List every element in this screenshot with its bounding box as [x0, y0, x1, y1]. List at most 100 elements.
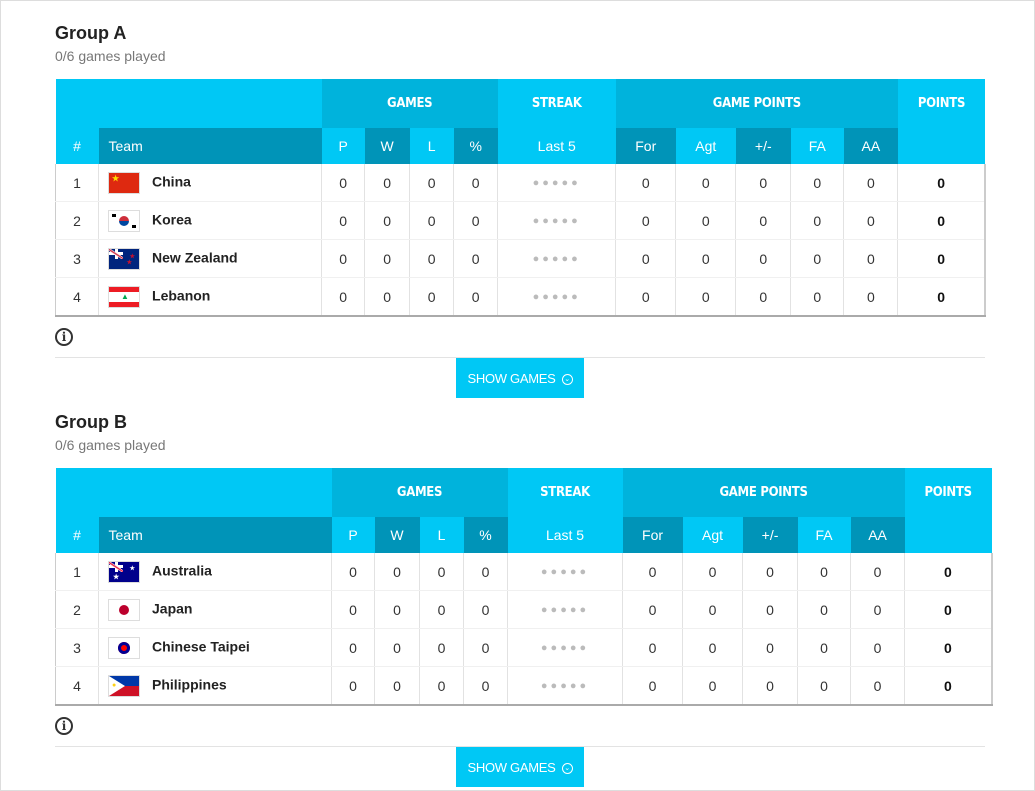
- cell-for: 0: [622, 666, 684, 706]
- cell-pct: 0: [463, 590, 509, 629]
- cell-fa: 0: [797, 590, 852, 629]
- cell-team[interactable]: ★ ★ New Zealand: [98, 239, 323, 278]
- col-won[interactable]: W: [364, 128, 410, 164]
- header-game-points: GAME POINTS: [622, 468, 905, 517]
- header-points[interactable]: POINTS: [904, 468, 992, 517]
- cell-lost: 0: [419, 590, 464, 629]
- cell-team[interactable]: Korea: [98, 201, 323, 240]
- col-pct[interactable]: %: [463, 517, 508, 553]
- cell-rank: 2: [55, 590, 99, 629]
- col-aa[interactable]: AA: [843, 128, 898, 164]
- chevron-down-circle-icon: ⌄: [561, 762, 573, 774]
- team-name[interactable]: Chinese Taipei: [152, 638, 250, 655]
- col-last5: Last 5: [507, 517, 623, 553]
- cell-points: 0: [904, 590, 993, 629]
- cell-rank: 3: [55, 628, 99, 667]
- col-lost[interactable]: L: [409, 128, 454, 164]
- cell-won: 0: [374, 590, 420, 629]
- table-row[interactable]: 3 ★ ★ New Zealand 0 0 0 0 ●●●●● 0 0 0 0 0 0: [54, 239, 987, 278]
- table-row[interactable]: 4 ● Philippines 0 0 0 0 ●●●●● 0 0 0 0 0 0: [55, 666, 993, 706]
- team-name[interactable]: New Zealand: [152, 249, 238, 266]
- cell-team[interactable]: Chinese Taipei: [98, 628, 332, 667]
- cell-fa: 0: [790, 239, 845, 278]
- col-fa[interactable]: FA: [790, 128, 844, 164]
- col-won[interactable]: W: [374, 517, 420, 553]
- col-lost[interactable]: L: [419, 517, 464, 553]
- cell-lost: 0: [409, 164, 455, 202]
- cell-fa: 0: [790, 201, 845, 240]
- cell-lost: 0: [419, 666, 464, 706]
- cell-points: 0: [904, 553, 993, 591]
- col-diff[interactable]: +/-: [735, 128, 791, 164]
- col-pct[interactable]: %: [453, 128, 498, 164]
- header-games: GAMES: [331, 468, 508, 517]
- cell-for: 0: [615, 239, 677, 278]
- cell-lost: 0: [419, 553, 464, 591]
- cell-streak: ●●●●●: [507, 628, 624, 667]
- cell-streak: ●●●●●: [507, 590, 624, 629]
- group-title: Group A: [55, 23, 127, 43]
- cell-fa: 0: [797, 628, 852, 667]
- team-name[interactable]: Australia: [152, 562, 212, 579]
- col-agt[interactable]: Agt: [675, 128, 736, 164]
- table-row[interactable]: 2 Japan 0 0 0 0 ●●●●● 0 0 0 0 0 0: [55, 590, 993, 629]
- cell-pct: 0: [463, 628, 509, 667]
- cell-points: 0: [904, 628, 993, 667]
- col-for[interactable]: For: [615, 128, 676, 164]
- info-icon[interactable]: i: [55, 328, 73, 346]
- col-agt[interactable]: Agt: [682, 517, 743, 553]
- table-row[interactable]: 4 ▲ Lebanon 0 0 0 0 ●●●●● 0 0 0 0 0 0: [54, 277, 987, 317]
- cell-team[interactable]: ★ China: [98, 164, 323, 202]
- cell-lost: 0: [409, 239, 455, 278]
- cell-fa: 0: [797, 553, 852, 591]
- cell-aa: 0: [850, 553, 906, 591]
- cell-pct: 0: [453, 277, 499, 317]
- cell-rank: 1: [55, 553, 99, 591]
- cell-team[interactable]: ★ ★ Australia: [98, 553, 332, 591]
- cell-diff: 0: [742, 666, 799, 706]
- cell-streak: ●●●●●: [497, 239, 617, 278]
- show-games-button[interactable]: SHOW GAMES ⌄: [456, 358, 584, 398]
- header-points[interactable]: POINTS: [897, 79, 985, 128]
- table-row[interactable]: 1 ★ ★ Australia 0 0 0 0 ●●●●● 0 0 0 0 0 0: [55, 553, 993, 591]
- cell-points: 0: [897, 277, 987, 317]
- col-played[interactable]: P: [331, 517, 375, 553]
- col-diff[interactable]: +/-: [742, 517, 798, 553]
- cell-team[interactable]: Japan: [98, 590, 332, 629]
- col-last5: Last 5: [497, 128, 616, 164]
- col-fa[interactable]: FA: [797, 517, 851, 553]
- cell-fa: 0: [790, 277, 845, 317]
- col-aa[interactable]: AA: [850, 517, 905, 553]
- col-rank: #: [55, 517, 99, 553]
- divider: [55, 357, 985, 358]
- cell-won: 0: [364, 201, 411, 240]
- show-games-button[interactable]: SHOW GAMES ⌄: [456, 747, 584, 787]
- cell-against: 0: [675, 277, 737, 317]
- col-team: Team: [98, 128, 322, 164]
- info-icon[interactable]: i: [55, 717, 73, 735]
- table-row[interactable]: 2 Korea 0 0 0 0 ●●●●● 0 0 0 0 0 0: [54, 201, 987, 240]
- team-name[interactable]: Korea: [152, 211, 192, 228]
- col-for[interactable]: For: [622, 517, 683, 553]
- cell-diff: 0: [742, 590, 799, 629]
- team-name[interactable]: Philippines: [152, 676, 227, 693]
- cell-played: 0: [321, 277, 366, 317]
- cell-won: 0: [374, 553, 420, 591]
- table-row[interactable]: 3 Chinese Taipei 0 0 0 0 ●●●●● 0 0 0 0 0 0: [55, 628, 993, 667]
- cell-pct: 0: [453, 201, 499, 240]
- games-played: 0/6 games played: [55, 48, 166, 64]
- chinese-taipei-flag-icon: [109, 637, 139, 658]
- team-name[interactable]: China: [152, 173, 191, 190]
- games-played: 0/6 games played: [55, 437, 166, 453]
- cell-against: 0: [682, 666, 744, 706]
- japan-flag-icon: [109, 599, 139, 620]
- team-name[interactable]: Lebanon: [152, 287, 211, 304]
- group-section: Group A 0/6 games played GAMES STREAK GA…: [54, 21, 987, 398]
- team-name[interactable]: Japan: [152, 600, 193, 617]
- cell-diff: 0: [742, 628, 799, 667]
- table-row[interactable]: 1 ★ China 0 0 0 0 ●●●●● 0 0 0 0 0 0: [54, 164, 987, 202]
- cell-against: 0: [682, 628, 744, 667]
- cell-team[interactable]: ● Philippines: [98, 666, 332, 706]
- col-played[interactable]: P: [321, 128, 365, 164]
- cell-team[interactable]: ▲ Lebanon: [98, 277, 323, 317]
